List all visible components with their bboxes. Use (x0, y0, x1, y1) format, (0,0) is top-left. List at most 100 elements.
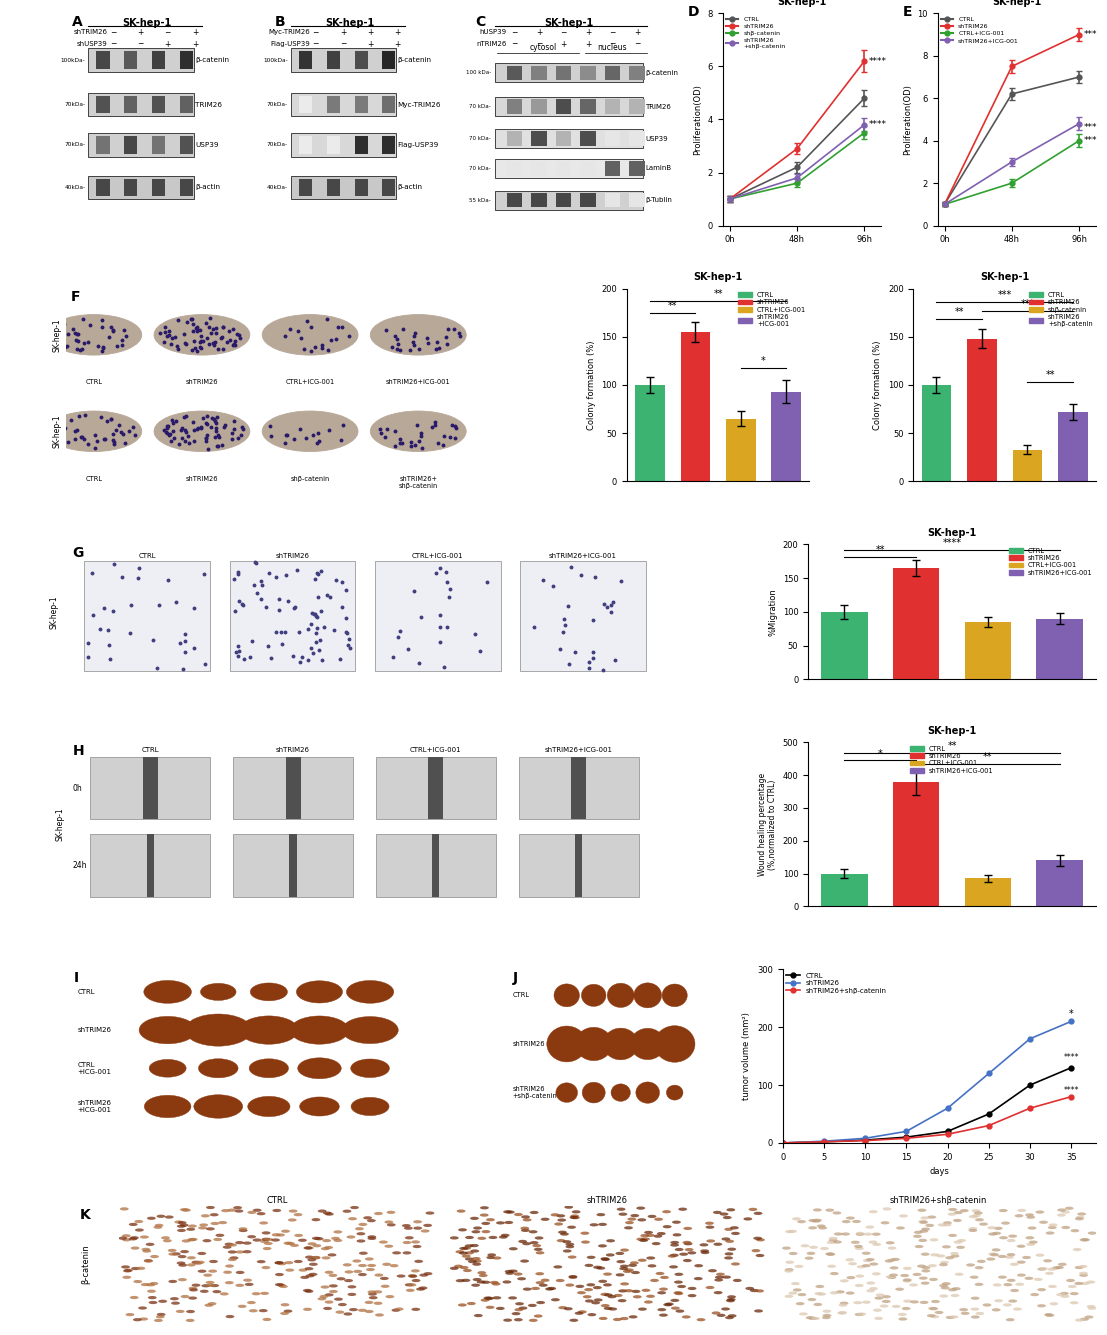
Circle shape (556, 1083, 578, 1103)
Circle shape (365, 1310, 374, 1314)
Circle shape (508, 1296, 517, 1299)
FancyBboxPatch shape (428, 757, 443, 820)
Text: B: B (275, 16, 286, 29)
Text: hUSP39: hUSP39 (479, 29, 507, 36)
Text: **: ** (1045, 370, 1055, 380)
Circle shape (720, 1212, 728, 1216)
Circle shape (808, 1227, 817, 1230)
Circle shape (342, 1210, 351, 1212)
Circle shape (168, 1248, 177, 1252)
Circle shape (1056, 1294, 1065, 1296)
Circle shape (899, 1215, 908, 1218)
Circle shape (449, 1236, 458, 1239)
Circle shape (134, 1220, 143, 1223)
Circle shape (156, 1315, 165, 1319)
Title: CTRL: CTRL (267, 1196, 288, 1206)
Circle shape (829, 1236, 838, 1240)
Circle shape (523, 1287, 531, 1291)
Circle shape (423, 1224, 432, 1227)
Circle shape (941, 1286, 950, 1290)
Circle shape (818, 1227, 827, 1230)
Circle shape (632, 1290, 641, 1294)
FancyBboxPatch shape (354, 96, 368, 113)
Circle shape (144, 1095, 192, 1117)
Circle shape (569, 1276, 578, 1279)
Circle shape (971, 1315, 980, 1319)
Circle shape (912, 1272, 921, 1276)
Circle shape (940, 1260, 949, 1264)
Circle shape (249, 1059, 289, 1077)
Circle shape (855, 1312, 863, 1316)
Circle shape (130, 1296, 138, 1299)
Circle shape (582, 1083, 606, 1103)
Circle shape (836, 1290, 845, 1294)
Circle shape (576, 1284, 584, 1288)
FancyBboxPatch shape (630, 162, 645, 175)
Circle shape (144, 1259, 153, 1263)
Circle shape (979, 1223, 987, 1226)
Circle shape (888, 1276, 897, 1279)
Circle shape (406, 1288, 415, 1292)
Circle shape (206, 1280, 215, 1284)
Circle shape (303, 1308, 312, 1311)
Circle shape (236, 1271, 245, 1274)
Circle shape (124, 1268, 133, 1272)
Bar (968, 339, 996, 482)
Circle shape (283, 1310, 292, 1312)
Circle shape (157, 1312, 166, 1316)
Circle shape (1024, 1276, 1033, 1280)
Circle shape (714, 1279, 723, 1282)
FancyBboxPatch shape (630, 192, 645, 207)
Circle shape (178, 1222, 186, 1224)
Circle shape (668, 1255, 676, 1258)
Circle shape (696, 1318, 705, 1322)
FancyBboxPatch shape (580, 192, 596, 207)
Circle shape (630, 1214, 639, 1218)
Circle shape (338, 1303, 346, 1306)
Circle shape (1037, 1304, 1046, 1307)
Bar (1058, 413, 1088, 482)
FancyBboxPatch shape (571, 757, 586, 820)
Circle shape (1080, 1318, 1089, 1320)
Circle shape (823, 1310, 831, 1312)
Circle shape (921, 1282, 930, 1284)
Circle shape (188, 1287, 197, 1290)
Circle shape (518, 1307, 527, 1310)
Circle shape (318, 1210, 327, 1212)
Circle shape (785, 1295, 794, 1298)
Circle shape (523, 1219, 531, 1222)
Circle shape (122, 1238, 131, 1242)
Circle shape (656, 1232, 665, 1235)
Circle shape (674, 1292, 683, 1295)
FancyBboxPatch shape (179, 51, 193, 69)
Circle shape (511, 1312, 520, 1315)
Circle shape (1011, 1288, 1020, 1292)
Circle shape (752, 1250, 761, 1252)
FancyBboxPatch shape (179, 136, 193, 154)
Text: β-catenin: β-catenin (397, 57, 432, 63)
Circle shape (575, 1311, 583, 1315)
Circle shape (198, 1270, 207, 1272)
Circle shape (969, 1227, 977, 1231)
Circle shape (853, 1302, 862, 1304)
Circle shape (504, 1210, 513, 1214)
Circle shape (1006, 1318, 1015, 1322)
Circle shape (170, 1298, 179, 1300)
Text: *: * (878, 749, 882, 758)
FancyBboxPatch shape (376, 757, 496, 820)
Circle shape (156, 1215, 165, 1218)
FancyBboxPatch shape (630, 65, 645, 80)
Circle shape (550, 1214, 559, 1216)
Circle shape (576, 1028, 612, 1061)
Circle shape (412, 1308, 421, 1311)
Circle shape (385, 1295, 394, 1298)
Circle shape (523, 1242, 531, 1246)
Circle shape (852, 1220, 861, 1223)
Circle shape (286, 1242, 294, 1246)
Circle shape (343, 1263, 352, 1267)
Circle shape (200, 1290, 209, 1292)
Circle shape (961, 1312, 970, 1315)
Circle shape (882, 1207, 891, 1211)
Circle shape (568, 1255, 577, 1259)
Circle shape (608, 984, 634, 1008)
